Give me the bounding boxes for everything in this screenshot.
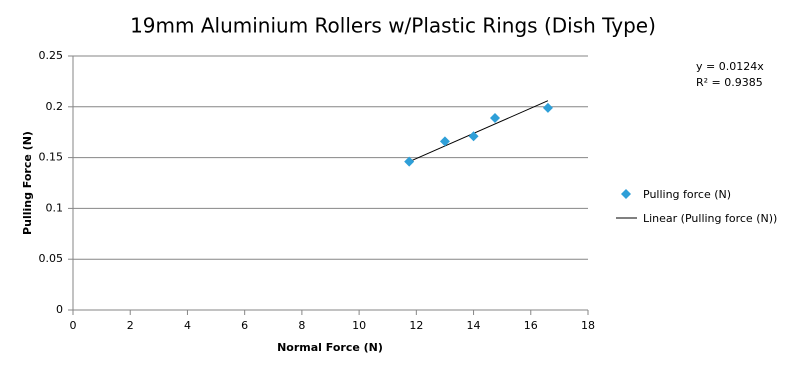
x-tick-label: 10 <box>352 319 366 332</box>
legend-marker <box>621 189 631 199</box>
trendline-r-squared: R² = 0.9385 <box>696 76 763 89</box>
trendline-equation: y = 0.0124x <box>696 60 764 73</box>
point <box>404 156 415 167</box>
y-tick-label: 0.15 <box>39 151 64 164</box>
point <box>542 102 553 113</box>
y-tick-label: 0.1 <box>46 201 64 214</box>
point <box>439 136 450 147</box>
y-tick-label: 0 <box>56 303 63 316</box>
point <box>468 131 479 142</box>
legend-label: Linear (Pulling force (N)) <box>643 212 777 225</box>
legend-label: Pulling force (N) <box>643 188 731 201</box>
x-tick-label: 6 <box>241 319 248 332</box>
x-tick-label: 0 <box>70 319 77 332</box>
x-tick-label: 14 <box>467 319 481 332</box>
x-tick-label: 12 <box>409 319 423 332</box>
y-axis-title: Pulling Force (N) <box>21 131 34 235</box>
y-tick-label: 0.25 <box>39 49 64 62</box>
x-tick-label: 8 <box>298 319 305 332</box>
point <box>490 112 501 123</box>
x-tick-label: 2 <box>127 319 134 332</box>
x-tick-label: 18 <box>581 319 595 332</box>
x-tick-label: 16 <box>524 319 538 332</box>
y-tick-label: 0.2 <box>46 100 64 113</box>
x-axis-title: Normal Force (N) <box>277 341 383 354</box>
y-tick-label: 0.05 <box>39 252 64 265</box>
trendline <box>408 100 549 163</box>
chart-title: 19mm Aluminium Rollers w/Plastic Rings (… <box>130 14 656 38</box>
x-tick-label: 4 <box>184 319 191 332</box>
